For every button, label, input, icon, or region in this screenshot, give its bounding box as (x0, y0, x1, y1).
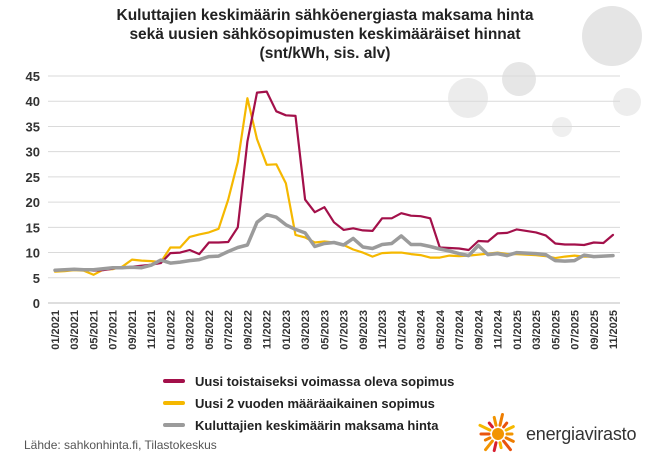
decorative-circle (613, 88, 641, 116)
title-line-1: Kuluttajien keskimäärin sähköenergiasta … (116, 7, 534, 24)
x-tick-label: 11/2024 (493, 309, 505, 349)
chart-title: Kuluttajien keskimäärin sähköenergiasta … (0, 6, 650, 63)
x-tick-label: 09/2021 (127, 310, 139, 350)
x-tick-label: 05/2022 (204, 310, 216, 350)
x-tick-label: 03/2022 (185, 310, 197, 350)
x-tick-label: 05/2023 (319, 310, 331, 350)
x-tick-label: 07/2023 (339, 310, 351, 350)
legend-swatch (163, 379, 185, 383)
x-tick-label: 01/2024 (396, 309, 408, 350)
x-tick-label: 01/2021 (50, 310, 62, 350)
sun-burst-logo-icon (478, 413, 515, 453)
y-tick-label: 35 (26, 119, 40, 134)
title-line-2: sekä uusien sähkösopimusten keskimääräis… (129, 26, 521, 43)
x-tick-label: 09/2023 (358, 310, 370, 350)
x-tick-label: 07/2022 (223, 310, 235, 350)
x-axis: 01/2021 03/2021 05/2021 07/2021 09/2021 11/20… (50, 309, 620, 350)
x-tick-label: 11/2022 (262, 310, 274, 349)
legend-label: Uusi 2 vuoden määräaikainen sopimus (195, 395, 435, 411)
y-tick-label: 15 (26, 220, 40, 235)
gridlines (48, 75, 620, 304)
x-tick-label: 05/2021 (88, 310, 100, 350)
x-tick-label: 07/2021 (108, 310, 120, 350)
legend-label: Uusi toistaiseksi voimassa oleva sopimus (195, 373, 455, 389)
x-tick-label: 11/2023 (377, 310, 389, 349)
legend-label: Kuluttajien keskimäärin maksama hinta (195, 417, 439, 433)
y-tick-label: 5 (33, 271, 40, 286)
x-tick-label: 11/2025 (608, 310, 620, 349)
legend-item-new-2-year-fixed: Uusi 2 vuoden määräaikainen sopimus (163, 392, 454, 414)
x-tick-label: 01/2023 (281, 310, 293, 350)
decorative-circle (502, 62, 536, 96)
title-line-3: (snt/kWh, sis. alv) (259, 45, 391, 62)
series-lines (53, 90, 615, 276)
decorative-circle (448, 78, 488, 118)
y-tick-label: 30 (26, 145, 40, 160)
x-tick-label: 03/2021 (69, 310, 81, 350)
y-tick-label: 0 (33, 296, 40, 311)
x-tick-label: 01/2025 (512, 310, 524, 350)
legend: Uusi toistaiseksi voimassa oleva sopimus… (163, 370, 454, 436)
y-tick-label: 40 (26, 94, 40, 109)
energiavirasto-logo: energiavirasto (476, 412, 636, 456)
series-line-3 (53, 212, 615, 272)
legend-item-consumer-average: Kuluttajien keskimäärin maksama hinta (163, 414, 454, 436)
x-tick-label: 03/2024 (416, 309, 428, 350)
x-tick-label: 05/2024 (435, 309, 447, 350)
y-axis: 0 5 10 15 20 25 30 35 40 45 (26, 69, 40, 311)
y-tick-label: 20 (26, 195, 40, 210)
x-tick-label: 05/2025 (550, 310, 562, 350)
decorative-circle (552, 117, 572, 137)
x-tick-label: 07/2025 (570, 310, 582, 350)
x-tick-label: 09/2025 (589, 310, 601, 350)
x-tick-label: 07/2024 (454, 309, 466, 350)
y-tick-label: 45 (26, 69, 40, 84)
decorative-circles (448, 6, 642, 137)
source-note: Lähde: sahkonhinta.fi, Tilastokeskus (24, 438, 217, 452)
x-tick-label: 03/2025 (531, 310, 543, 350)
x-tick-label: 03/2023 (300, 310, 312, 350)
logo-text: energiavirasto (526, 423, 637, 444)
legend-item-new-open-ended: Uusi toistaiseksi voimassa oleva sopimus (163, 370, 454, 392)
x-tick-label: 01/2022 (165, 310, 177, 350)
x-tick-label: 11/2021 (146, 310, 158, 349)
decorative-circle (582, 6, 642, 66)
y-tick-label: 10 (26, 246, 40, 261)
x-tick-label: 09/2022 (242, 310, 254, 350)
y-tick-label: 25 (26, 170, 40, 185)
x-tick-label: 09/2024 (473, 309, 485, 350)
series-line-2 (53, 97, 615, 276)
legend-swatch (163, 401, 185, 405)
legend-swatch (163, 423, 185, 427)
